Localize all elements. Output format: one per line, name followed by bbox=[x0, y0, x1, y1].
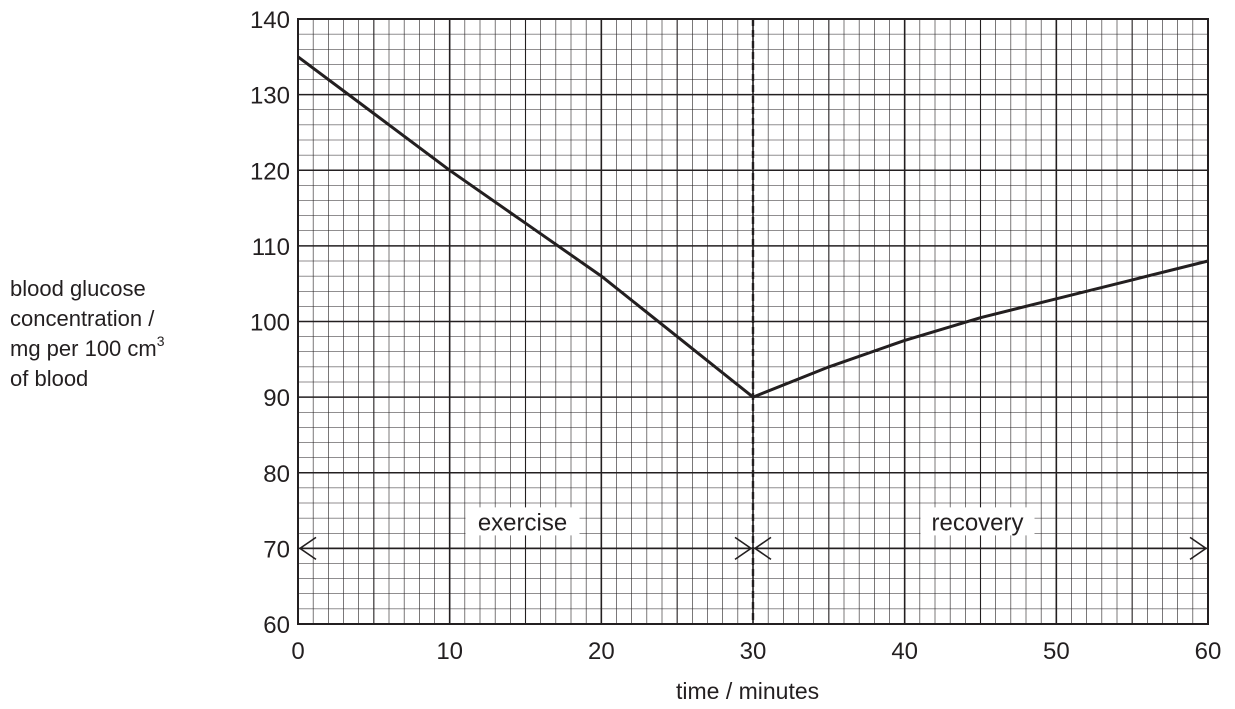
x-axis-label: time / minutes bbox=[676, 678, 820, 704]
x-tick-label: 40 bbox=[891, 638, 918, 665]
y-tick-label: 130 bbox=[250, 83, 290, 110]
y-tick-label: 100 bbox=[250, 310, 290, 337]
y-tick-label: 120 bbox=[250, 158, 290, 185]
x-tick-label: 50 bbox=[1043, 638, 1070, 665]
y-axis-label-unit: mg per 100 cm bbox=[10, 336, 157, 361]
y-tick-label: 70 bbox=[263, 536, 290, 563]
x-tick-label: 0 bbox=[291, 638, 304, 665]
y-axis-label-line-1: blood glucose bbox=[10, 276, 146, 301]
y-tick-label: 80 bbox=[263, 461, 290, 488]
y-axis-label-line-4: of blood bbox=[10, 366, 89, 391]
x-tick-label: 20 bbox=[588, 638, 615, 665]
y-axis-label-line-3: mg per 100 cm3 bbox=[10, 334, 165, 364]
phase-arrowhead-end bbox=[1189, 536, 1208, 561]
phase-label: exercise bbox=[478, 509, 567, 536]
x-tick-label: 60 bbox=[1195, 638, 1222, 665]
data-series bbox=[297, 55, 1209, 399]
phase-label-bg bbox=[465, 507, 580, 536]
tick-labels: 0 10 20 30 40 50 60 60 70 80 90 100 110 120 130 140 bbox=[250, 7, 1221, 665]
phase-label: recovery bbox=[931, 509, 1023, 536]
phase-annotations: exercise recovery bbox=[298, 507, 1208, 561]
y-tick-label: 90 bbox=[263, 385, 290, 412]
y-tick-label: 60 bbox=[263, 612, 290, 639]
phase-arrowhead-start bbox=[298, 536, 317, 561]
series-line bbox=[297, 55, 1209, 399]
phase-arrowhead-start bbox=[753, 536, 772, 561]
y-tick-label: 140 bbox=[250, 7, 290, 34]
y-axis-label-line-2: concentration / bbox=[10, 306, 155, 331]
phase-arrowhead-end bbox=[734, 536, 753, 561]
y-axis-label-superscript: 3 bbox=[156, 332, 165, 349]
x-tick-label: 10 bbox=[436, 638, 463, 665]
phase-label-bg bbox=[920, 507, 1035, 536]
y-axis-label: blood glucose concentration / mg per 100… bbox=[10, 274, 165, 394]
x-tick-label: 30 bbox=[740, 638, 767, 665]
y-tick-label: 110 bbox=[252, 234, 290, 261]
